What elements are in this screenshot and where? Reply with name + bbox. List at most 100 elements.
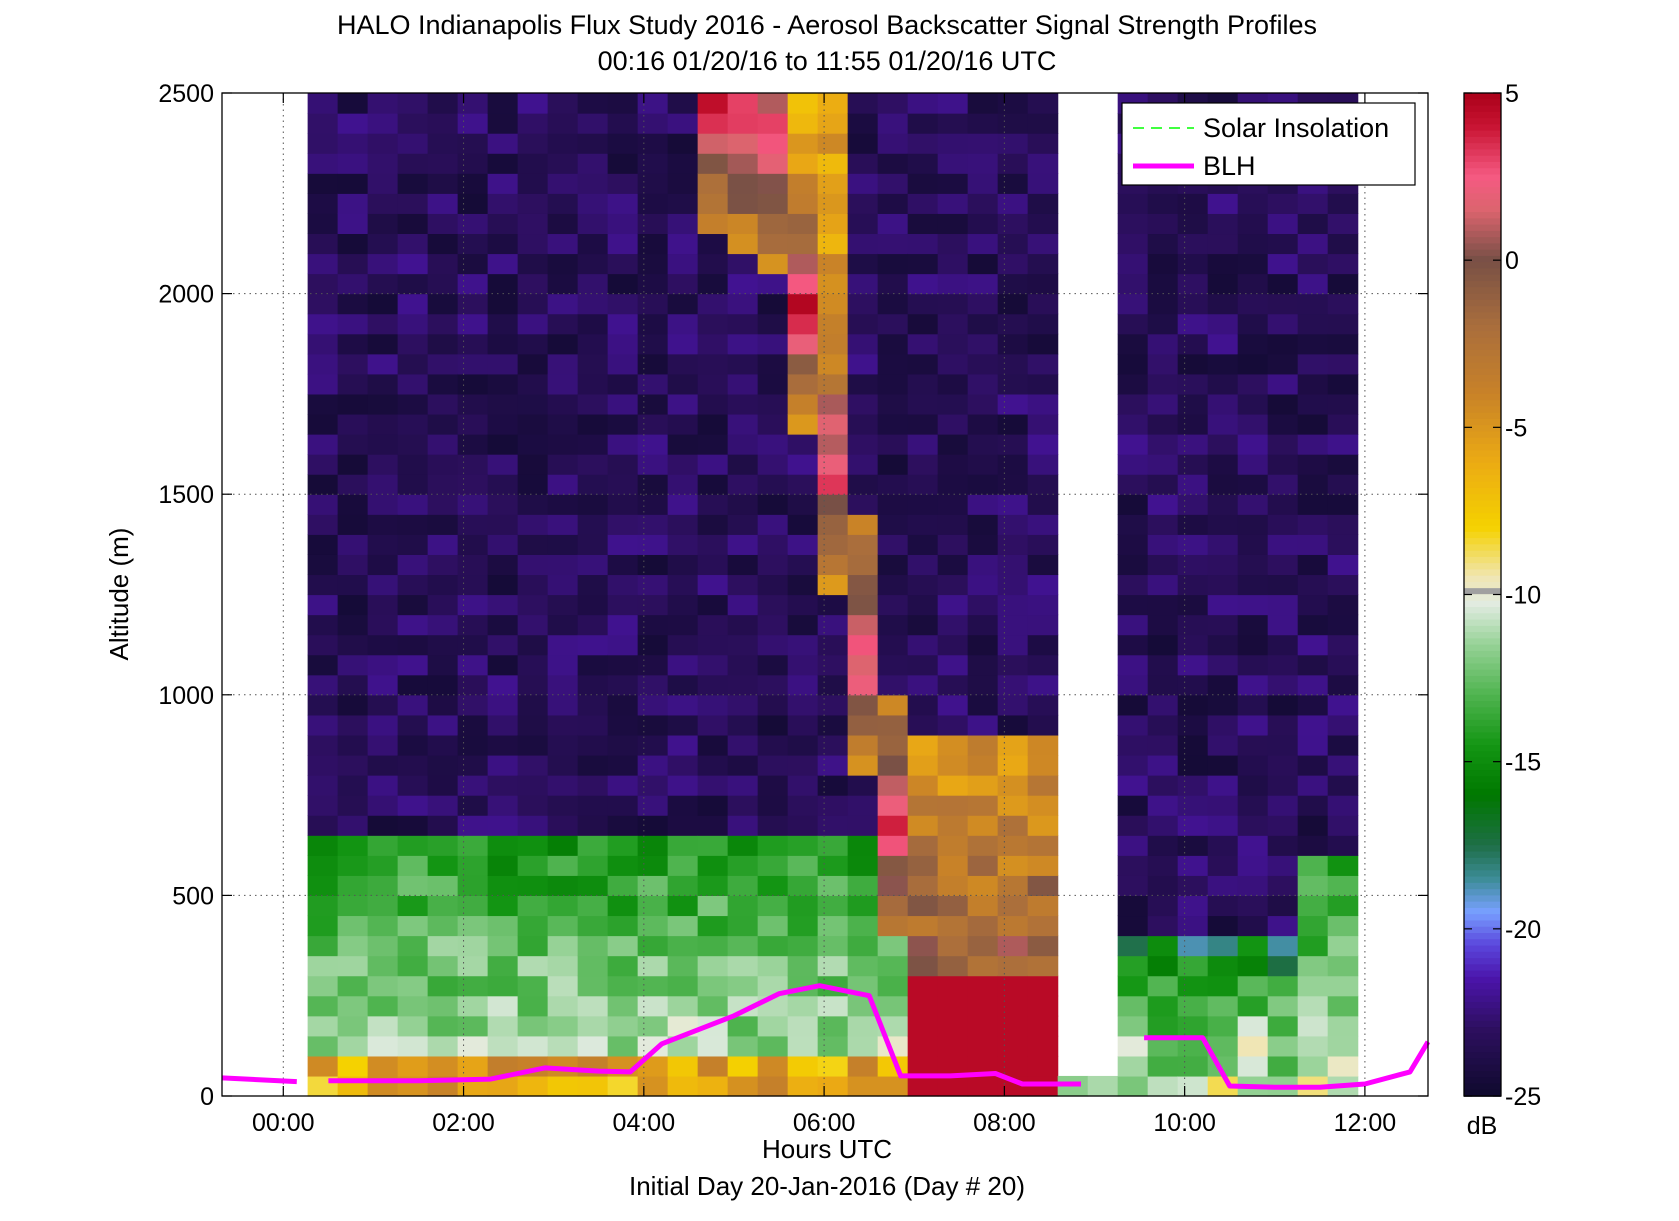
heatmap-cell (607, 574, 639, 596)
colorbar-tick-label: 5 (1505, 80, 1519, 108)
heatmap-cell (727, 333, 759, 355)
heatmap-cell (1267, 554, 1299, 576)
heatmap-cell (1117, 1015, 1149, 1037)
heatmap-cell (847, 554, 879, 576)
heatmap-cell (1117, 353, 1149, 375)
heatmap-cell (1207, 634, 1239, 656)
heatmap-cell (877, 253, 909, 275)
heatmap-cell (1297, 875, 1329, 896)
heatmap-cell (427, 775, 459, 796)
heatmap-cell (307, 293, 339, 315)
heatmap-cell (877, 534, 909, 555)
colorbar-step (1464, 287, 1501, 295)
heatmap-cell (967, 313, 999, 335)
heatmap-cell (817, 1055, 849, 1077)
heatmap-cell (487, 233, 519, 255)
heatmap-cell (907, 454, 939, 475)
heatmap-cell (1147, 734, 1179, 756)
heatmap-cell (337, 373, 369, 395)
heatmap-cell (337, 313, 369, 335)
heatmap-cell (337, 393, 369, 415)
heatmap-cell (487, 855, 519, 876)
heatmap-cell (967, 594, 999, 616)
heatmap-cell (1327, 534, 1359, 555)
heatmap-cell (937, 594, 969, 616)
colorbar-step (1464, 149, 1501, 157)
heatmap-cell (307, 935, 339, 957)
colorbar-step (1464, 381, 1501, 389)
heatmap-cell (877, 955, 909, 977)
colorbar-step (1464, 600, 1501, 608)
heatmap-cell (1267, 815, 1299, 836)
heatmap-cell (427, 213, 459, 235)
heatmap-cell (517, 754, 549, 776)
heatmap-cell (877, 855, 909, 876)
heatmap-cell (667, 93, 699, 114)
heatmap-cell (1027, 413, 1059, 435)
colorbar-step (1464, 262, 1501, 270)
heatmap-cell (397, 694, 429, 716)
heatmap-cell (547, 213, 579, 235)
heatmap-cell (547, 93, 579, 114)
heatmap-cell (877, 514, 909, 535)
heatmap-cell (877, 915, 909, 937)
heatmap-cell (397, 554, 429, 576)
heatmap-cell (487, 795, 519, 816)
heatmap-cell (997, 474, 1029, 495)
heatmap-cell (577, 514, 609, 535)
colorbar-step (1464, 895, 1501, 903)
heatmap-cell (877, 474, 909, 495)
heatmap-cell (967, 694, 999, 716)
heatmap-cell (757, 434, 789, 455)
heatmap-cell (427, 233, 459, 255)
heatmap-cell (1237, 353, 1269, 375)
heatmap-cell (1327, 393, 1359, 415)
heatmap-cell (1117, 1075, 1149, 1097)
colorbar-step (1464, 788, 1501, 796)
heatmap-cell (547, 915, 579, 937)
heatmap-cell (1207, 835, 1239, 856)
heatmap-cell (367, 554, 399, 576)
heatmap-cell (337, 213, 369, 235)
heatmap-cell (637, 534, 669, 555)
heatmap-cell (367, 93, 399, 114)
heatmap-cell (757, 293, 789, 315)
heatmap-cell (907, 714, 939, 736)
colorbar-step (1464, 964, 1501, 972)
heatmap-cell (937, 333, 969, 355)
heatmap-cell (967, 193, 999, 214)
heatmap-cell (847, 754, 879, 776)
heatmap-cell (517, 654, 549, 676)
colorbar-tick-label: -15 (1505, 749, 1541, 777)
heatmap-cell (697, 213, 729, 235)
heatmap-cell (847, 213, 879, 235)
heatmap-cell (487, 153, 519, 174)
heatmap-cell (817, 373, 849, 395)
heatmap-cell (997, 273, 1029, 295)
colorbar-step (1464, 958, 1501, 966)
heatmap-cell (607, 875, 639, 896)
heatmap-cell (1177, 654, 1209, 676)
heatmap-cell (1027, 333, 1059, 355)
heatmap-cell (787, 594, 819, 616)
heatmap-cell (1147, 1015, 1179, 1037)
heatmap-cell (1297, 1015, 1329, 1037)
heatmap-cell (727, 1015, 759, 1037)
heatmap-cell (1267, 875, 1299, 896)
heatmap-cell (1267, 674, 1299, 696)
heatmap-cell (967, 534, 999, 555)
heatmap-cell (607, 554, 639, 576)
heatmap-cell (397, 654, 429, 676)
heatmap-cell (337, 233, 369, 255)
heatmap-cell (907, 293, 939, 315)
heatmap-cell (607, 434, 639, 455)
heatmap-cell (877, 1075, 909, 1097)
heatmap-cell (787, 694, 819, 716)
colorbar-step (1464, 838, 1501, 847)
heatmap-cell (697, 875, 729, 896)
heatmap-cell (637, 353, 669, 375)
heatmap-cell (937, 1015, 969, 1037)
heatmap-cell (967, 333, 999, 355)
heatmap-cell (847, 393, 879, 415)
heatmap-cell (937, 815, 969, 836)
